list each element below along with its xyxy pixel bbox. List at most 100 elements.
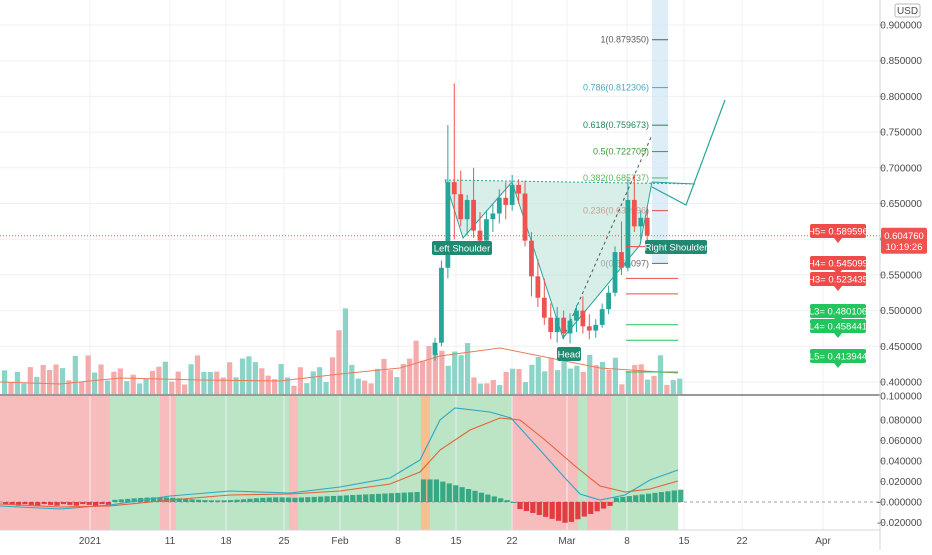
histogram-bar: [459, 487, 465, 502]
histogram-bar: [260, 497, 266, 502]
volume-bar: [464, 343, 471, 394]
candle-body: [586, 326, 592, 331]
volume-bars: [0, 308, 683, 394]
fib-level-label: 0.5(0.722705): [593, 147, 649, 157]
histogram-bar: [639, 494, 645, 502]
volume-bar: [92, 372, 98, 394]
volume-bar: [21, 383, 27, 394]
volume-bar: [272, 379, 278, 394]
volume-bar: [323, 381, 329, 394]
projection-line: [651, 99, 726, 206]
histogram-bar: [318, 496, 324, 502]
volume-bar: [503, 371, 509, 394]
volume-bar: [516, 369, 522, 394]
candle-body: [612, 252, 618, 293]
volume-bar: [574, 365, 580, 394]
histogram-bar: [9, 502, 15, 505]
histogram-bar: [555, 502, 562, 521]
band-green: [430, 396, 511, 530]
histogram-bar: [485, 494, 491, 502]
time-tick-label: 11: [165, 536, 176, 547]
histogram-bar: [54, 502, 60, 506]
level-tag-box: [810, 272, 866, 286]
histogram-bar: [498, 498, 504, 502]
volume-bar: [169, 381, 175, 394]
volume-bar: [175, 371, 181, 394]
labels: Left Shoulder Head Right Shoulder H5= 0.589…: [432, 224, 927, 368]
band-green: [110, 396, 160, 530]
candle-body: [484, 219, 489, 241]
fib-level-label: 0.618(0.759673): [583, 120, 649, 130]
volume-bar: [98, 364, 104, 394]
histogram-bar: [350, 495, 356, 502]
volume-bar: [310, 371, 316, 394]
candle-body: [606, 292, 612, 310]
volume-bar: [53, 364, 59, 394]
volume-bar: [252, 362, 258, 394]
histogram-bar: [652, 492, 658, 502]
histogram-bar: [28, 502, 34, 505]
volume-bar: [677, 378, 683, 394]
volume-bar: [554, 370, 561, 394]
histogram-bar: [446, 483, 452, 502]
level-tag-box: [810, 256, 866, 270]
candle-body: [471, 199, 476, 231]
volume-bar: [529, 364, 535, 394]
price-tick-label: 0.550000: [880, 270, 922, 281]
volume-bar: [207, 371, 213, 394]
histogram-bar: [86, 502, 92, 505]
indicator-tick-label: -0.000000: [877, 498, 922, 509]
candle-body: [593, 324, 599, 331]
left-shoulder-label-box: [432, 241, 492, 255]
indicator-tick-label: 0.060000: [880, 436, 922, 447]
candle-body: [541, 297, 547, 318]
histogram-bar: [465, 488, 472, 502]
candle-body: [567, 320, 573, 334]
histogram-bar: [472, 490, 478, 502]
volume-bar: [587, 354, 593, 394]
histogram-bar: [240, 499, 247, 502]
candle-body: [554, 317, 560, 333]
right-shoulder-label-box: [645, 240, 707, 254]
histogram-bar: [678, 489, 684, 502]
right-shoulder-label: Right Shoulder: [645, 243, 708, 254]
volume-bar: [8, 382, 14, 394]
candle-body: [509, 184, 515, 205]
histogram-bar: [253, 498, 259, 502]
candle-body: [464, 199, 470, 220]
band-green: [298, 396, 421, 530]
volume-bar: [220, 377, 226, 394]
volume-bar: [651, 375, 657, 394]
histogram-bar: [15, 502, 22, 506]
indicator-tick-label: -0.020000: [877, 518, 922, 529]
histogram-bar: [613, 497, 620, 502]
volume-bar: [638, 364, 644, 394]
histogram-bar: [228, 500, 234, 502]
histogram-bar: [247, 498, 253, 502]
countdown-timer: 10:19:26: [886, 242, 923, 253]
volume-bar: [606, 369, 612, 394]
volume-bar: [72, 355, 78, 394]
candle-body: [561, 317, 566, 334]
volume-bar: [471, 377, 477, 394]
fib-highlight-column: [652, 0, 668, 264]
histogram-bar: [67, 502, 73, 505]
volume-bar: [149, 370, 156, 394]
volume-bar: [632, 364, 638, 394]
volume-bar: [182, 384, 188, 394]
histogram-bar: [157, 497, 163, 502]
volume-bar: [40, 364, 46, 394]
volume-moving-average: [0, 347, 679, 385]
candle-body: [535, 276, 541, 298]
histogram-bar: [408, 492, 414, 502]
candles: [0, 83, 880, 373]
candle-body: [631, 199, 637, 227]
candle-body: [638, 217, 644, 227]
histogram-bar: [99, 502, 105, 505]
candle-body: [580, 310, 586, 327]
histogram-bar: [35, 502, 41, 506]
histogram-bar: [93, 502, 99, 506]
histogram-bar: [305, 497, 311, 502]
time-tick-label: 18: [220, 536, 232, 547]
